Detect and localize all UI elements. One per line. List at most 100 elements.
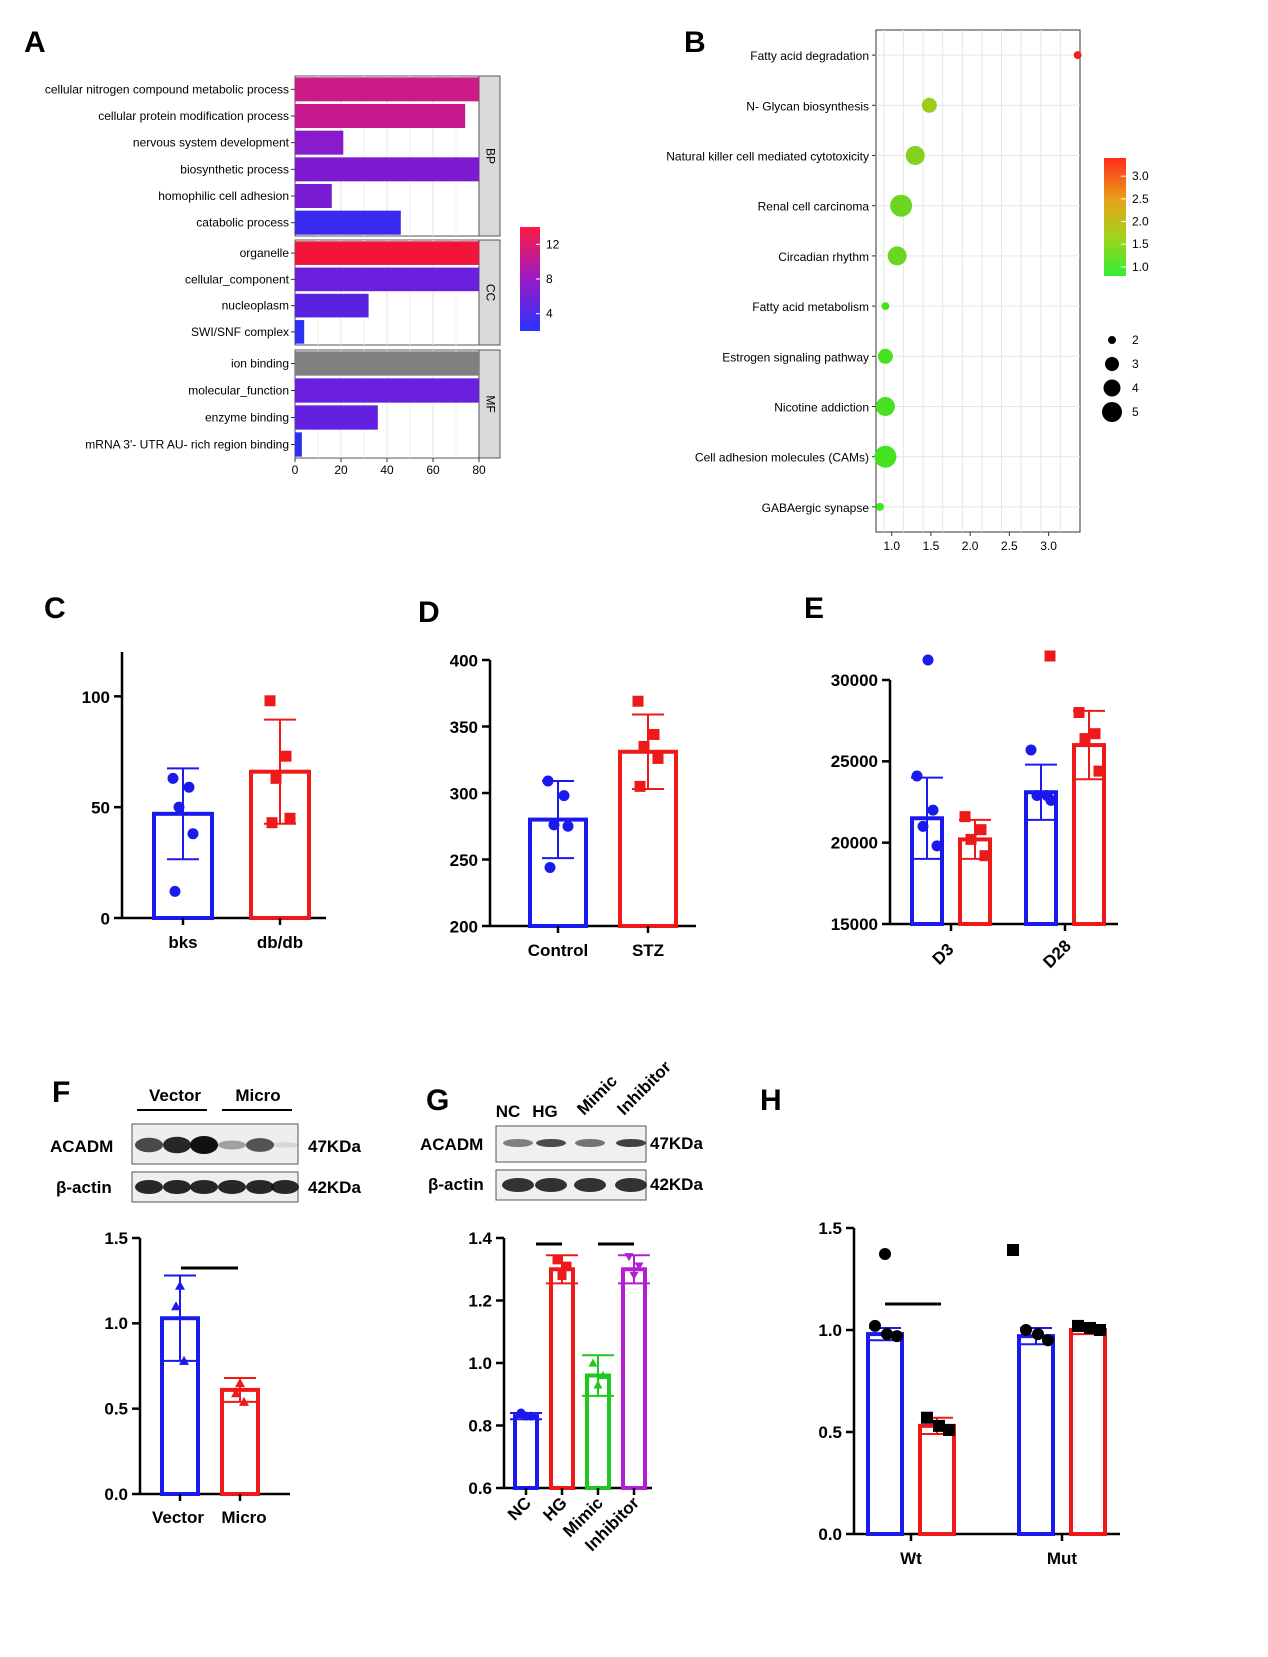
panel-f-data-point xyxy=(179,1355,189,1365)
panel-g-y-tick-label: 0.8 xyxy=(468,1416,492,1435)
panel-b-x-tick-label: 2.5 xyxy=(1001,539,1018,553)
panel-g-blot-row-label: ACADM xyxy=(420,1135,483,1154)
panel-f-data-point xyxy=(231,1388,241,1398)
panel-g-blot-size-label: 42KDa xyxy=(650,1175,703,1194)
panel-h-y-tick-label: 0.5 xyxy=(818,1423,842,1442)
panel-e-data-point xyxy=(1089,728,1101,740)
panel-g-blot-band xyxy=(616,1139,646,1147)
panel-a-facet-label: BP xyxy=(483,148,497,164)
panel-a-term-label: mRNA 3'- UTR AU- rich region binding xyxy=(85,438,289,452)
panel-g-blot-lane-label: NC xyxy=(496,1102,521,1121)
panel-c-y-tick-label: 100 xyxy=(82,688,110,707)
panel-a-legend-tick-label: 12 xyxy=(546,237,560,251)
panel-b-x-tick-label: 1.5 xyxy=(923,539,940,553)
panel-c-data-point xyxy=(169,885,181,897)
panel-h-data-point xyxy=(1042,1334,1054,1347)
panel-b-pathway-label: Renal cell carcinoma xyxy=(758,200,870,214)
panel-b-dot xyxy=(905,146,925,165)
panel-a-bar xyxy=(295,378,479,403)
panel-h-data-point xyxy=(1094,1324,1106,1336)
panel-g-data-point xyxy=(588,1358,598,1367)
panel-d-y-tick-label: 300 xyxy=(450,784,478,803)
panel-c-data-point xyxy=(280,750,292,762)
panel-a-x-tick-label: 60 xyxy=(426,463,440,477)
panel-g-blot-size-label: 47KDa xyxy=(650,1134,703,1153)
panel-d-data-point xyxy=(638,740,650,752)
panel-e-y-tick-label: 25000 xyxy=(831,752,878,771)
panel-a-facet-label: MF xyxy=(483,395,497,412)
panel-f-blot-band xyxy=(218,1140,246,1150)
panel-g-y-tick-label: 0.6 xyxy=(468,1479,492,1498)
panel-b-legend-tick-label: 1.0 xyxy=(1132,260,1149,274)
panel-b-dot xyxy=(875,397,895,416)
panel-e-y-tick-label: 30000 xyxy=(831,671,878,690)
panel-e-data-point xyxy=(1079,733,1091,745)
panel-f-blot-size-label: 42KDa xyxy=(308,1178,361,1197)
panel-d-category-label: STZ xyxy=(632,941,664,960)
panel-a-facet-strip xyxy=(478,75,501,237)
panel-e-data-point xyxy=(1093,765,1105,777)
panel-a-term-label: molecular_function xyxy=(188,384,289,398)
panel-c-data-point xyxy=(183,781,195,793)
panel-h-bar xyxy=(866,1332,904,1536)
panel-c-category-label: db/db xyxy=(257,933,303,952)
panel-a-x-tick-label: 40 xyxy=(380,463,394,477)
panel-label-f: F xyxy=(52,1076,70,1109)
panel-g-y-tick-label: 1.0 xyxy=(468,1354,492,1373)
panel-e-data-point xyxy=(917,820,929,832)
panel-b-legend-tick-label: 1.5 xyxy=(1132,237,1149,251)
panel-h-sequence-and-luciferase-chart: 0.0 0.5 1.0 1.5 Wt Mut xyxy=(818,1219,1120,1568)
panel-c-y-tick-label: 50 xyxy=(91,799,110,818)
panel-h-bar xyxy=(918,1423,956,1537)
panel-d-data-point xyxy=(562,820,574,832)
panel-a-x-tick-label: 20 xyxy=(334,463,348,477)
panel-a-term-label: enzyme binding xyxy=(205,411,289,425)
panel-label-c: C xyxy=(44,592,66,625)
panel-g-blot-band xyxy=(502,1178,534,1192)
panel-b-size-legend-dot xyxy=(1105,357,1119,371)
panel-a-legend-tick-label: 8 xyxy=(546,272,553,286)
panel-g-bar xyxy=(513,1414,539,1490)
panel-a-term-label: ion binding xyxy=(231,357,289,371)
panel-f-y-tick-label: 0.0 xyxy=(104,1485,128,1504)
panel-e-data-point xyxy=(931,840,943,852)
panel-b-pathway-label: Cell adhesion molecules (CAMs) xyxy=(695,451,869,465)
panel-c-data-point xyxy=(284,812,296,824)
panel-f-blot-band xyxy=(163,1136,191,1154)
panel-h-data-point xyxy=(1032,1328,1044,1341)
panel-c-category-label: bks xyxy=(168,933,197,952)
panel-e-legend-data-point xyxy=(1044,650,1056,662)
panel-a-bar xyxy=(295,351,479,376)
panel-g-data-point xyxy=(624,1253,634,1262)
panel-h-data-point xyxy=(933,1419,945,1432)
panel-g-data-point xyxy=(562,1261,572,1271)
panel-f-category-label: Micro xyxy=(221,1508,266,1527)
panel-a-bar xyxy=(295,104,466,128)
panel-f-blot-band xyxy=(218,1180,246,1194)
panel-d-data-point xyxy=(542,775,554,787)
panel-f-data-point xyxy=(171,1301,181,1311)
panel-g-data-point xyxy=(521,1411,531,1421)
panel-a-term-label: cellular protein modification process xyxy=(98,109,289,123)
panel-c-data-point xyxy=(187,828,199,840)
panel-b-pathway-label: N- Glycan biosynthesis xyxy=(746,99,869,113)
panel-f-blot-band xyxy=(190,1136,218,1154)
panel-a-bar xyxy=(295,241,479,265)
panel-b-kegg-dot-plot: Fatty acid degradation N- Glycan biosynth… xyxy=(666,29,1149,553)
panel-a-bar xyxy=(295,184,332,208)
panel-b-dot xyxy=(881,302,890,311)
panel-h-data-point xyxy=(943,1423,955,1436)
panel-a-term-label: nervous system development xyxy=(133,136,290,150)
panel-g-blot-band xyxy=(535,1178,567,1192)
panel-b-dot xyxy=(887,246,907,266)
panel-g-bar xyxy=(549,1267,575,1490)
panel-f-y-tick-label: 0.5 xyxy=(104,1399,128,1418)
panel-f-blot-band xyxy=(135,1137,163,1153)
panel-a-legend-tick-label: 4 xyxy=(546,307,553,321)
panel-c-data-point xyxy=(264,695,276,707)
panel-h-y-tick-label: 1.0 xyxy=(818,1321,842,1340)
panel-h-y-tick-label: 1.5 xyxy=(818,1219,842,1238)
panel-a-term-label: biosynthetic process xyxy=(180,162,289,176)
panel-d-data-point xyxy=(558,790,570,802)
